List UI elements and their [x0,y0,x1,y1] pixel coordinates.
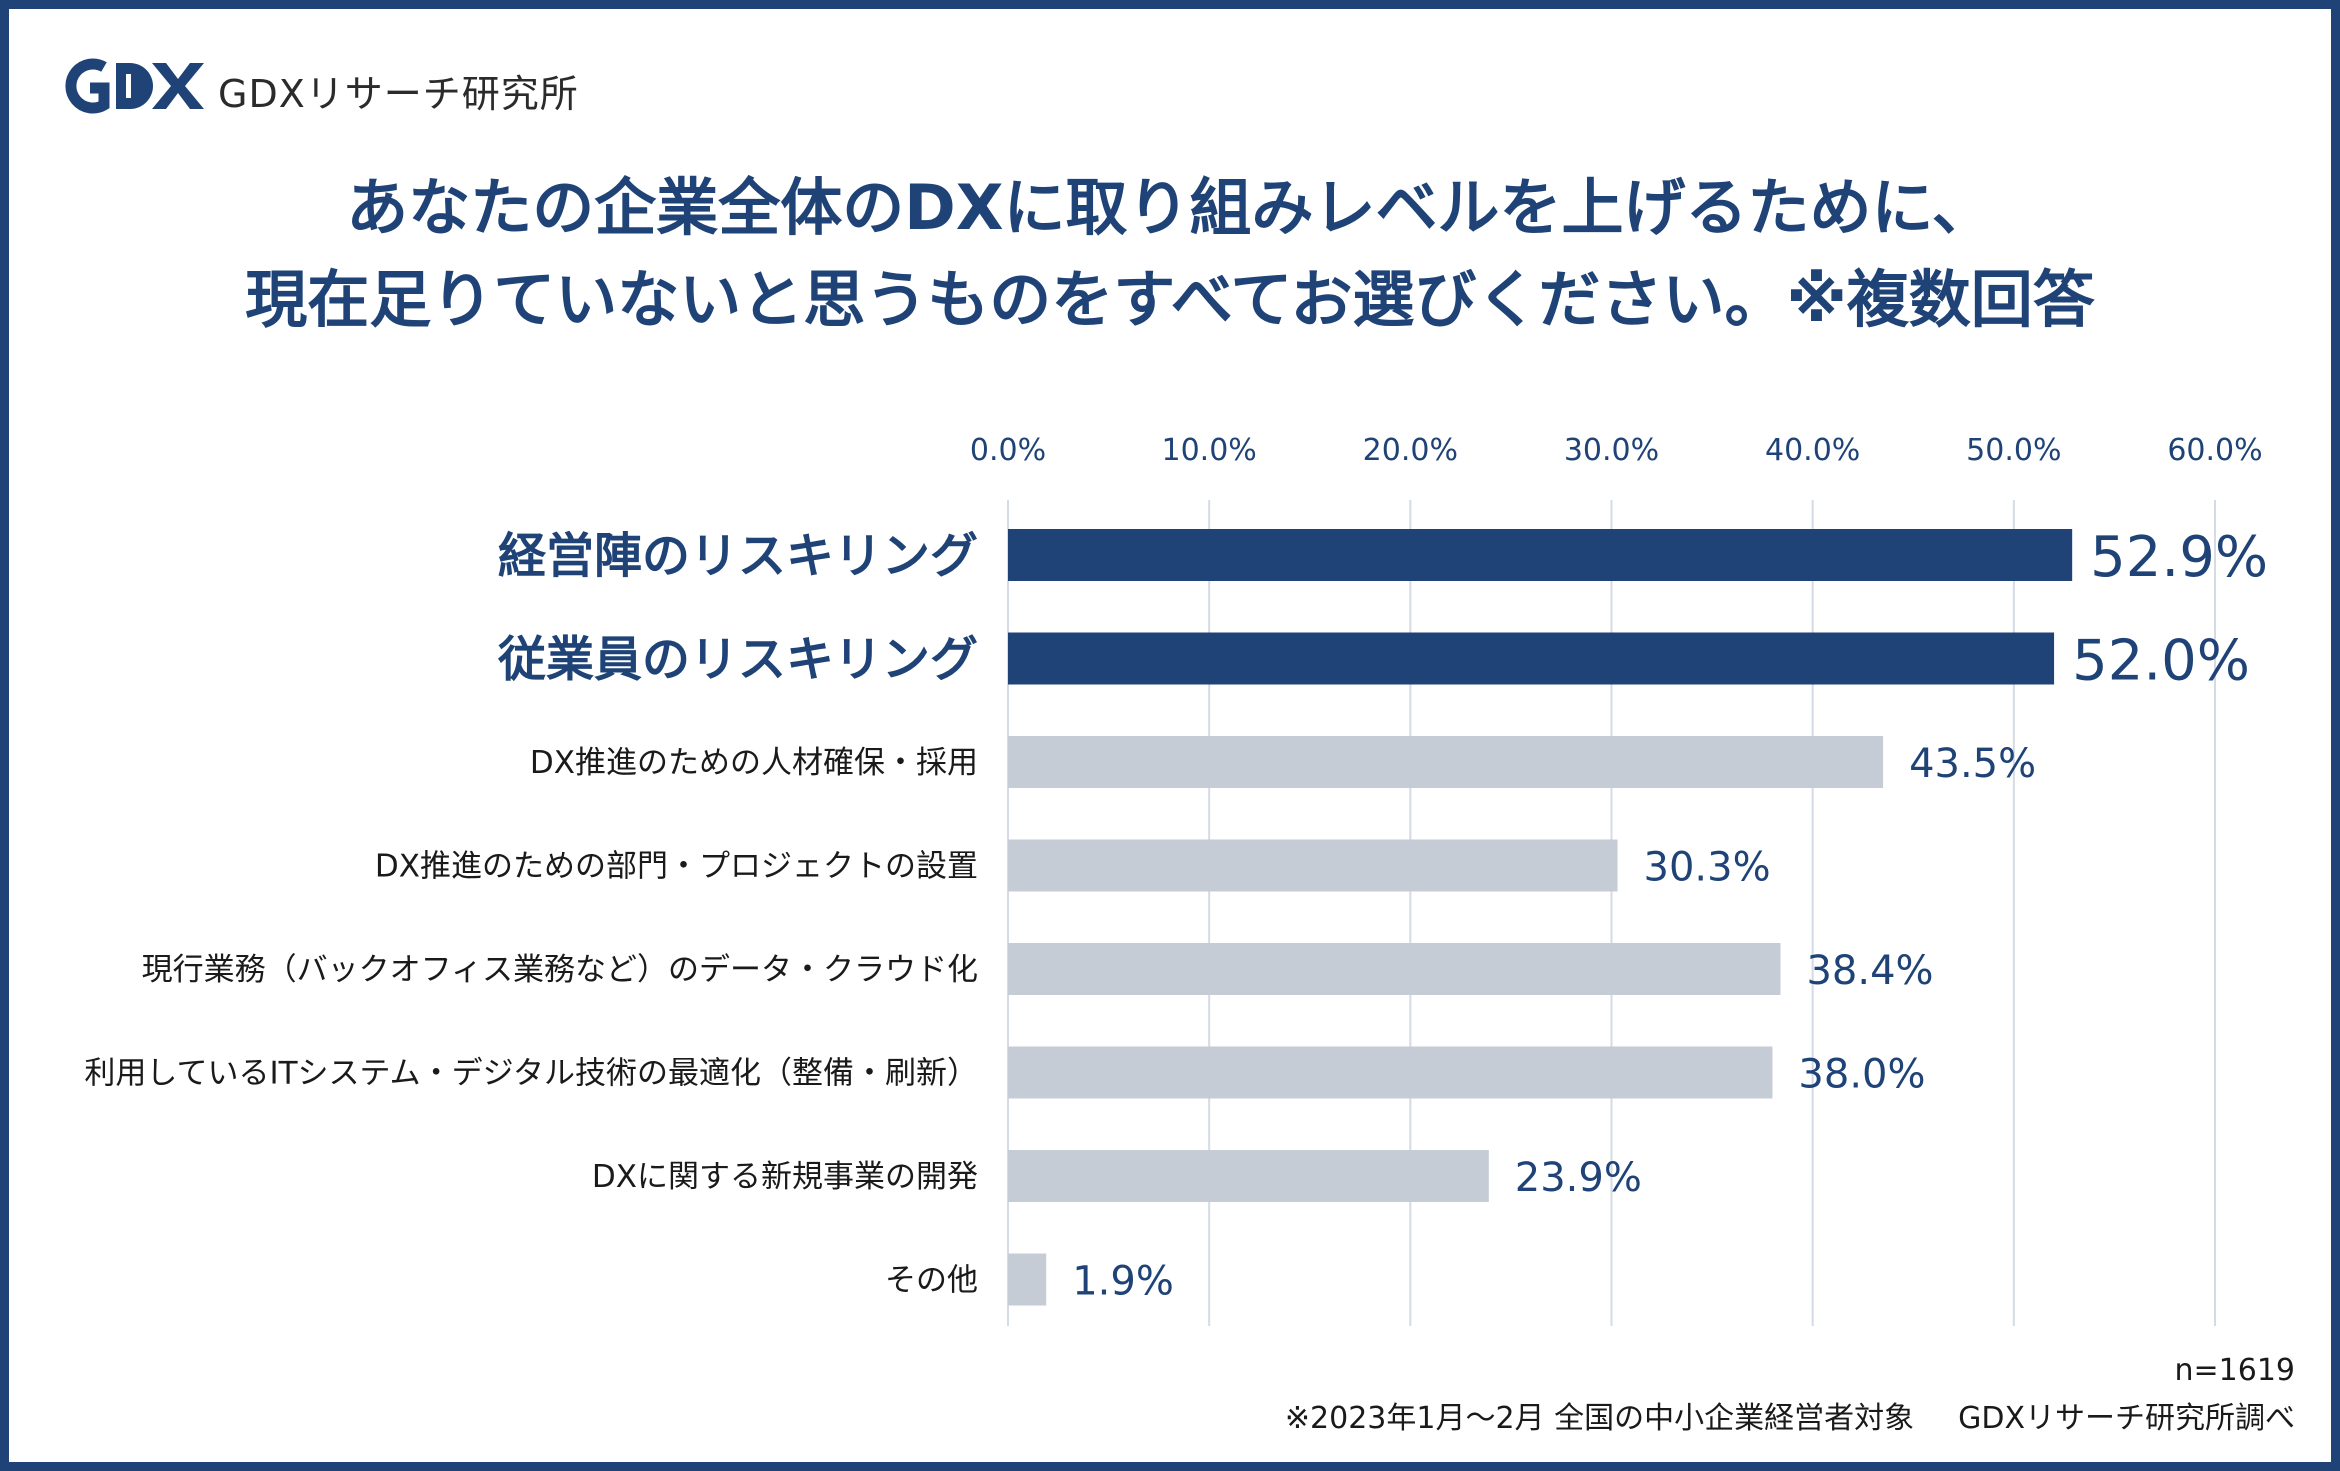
bar [1008,839,1618,892]
x-tick-label: 50.0% [1966,433,2061,468]
data-label: 43.5% [1909,741,2036,787]
title-line-2: 現在足りていないと思うものをすべてお選びください。※複数回答 [245,263,2095,336]
data-label: 38.4% [1806,948,1933,994]
bar [1008,529,2073,581]
category-label: 利用しているITシステム・デジタル技術の最適化（整備・刷新） [84,1056,978,1092]
category-label: DX推進のための部門・プロジェクトの設置 [375,849,978,885]
brand-name: GDXリサーチ研究所 [218,72,579,116]
bar [1008,632,2055,685]
x-tick-label: 10.0% [1162,433,1257,468]
x-tick-label: 60.0% [2167,433,2262,468]
data-label: 23.9% [1515,1155,1642,1201]
data-label: 52.9% [2090,525,2268,590]
category-label: DXに関する新規事業の開発 [592,1159,978,1195]
source-credit: GDXリサーチ研究所調べ [1958,1401,2295,1436]
survey-period: ※2023年1月〜2月 全国の中小企業経営者対象 [1284,1401,1915,1436]
category-label: 従業員のリスキリング [497,632,978,688]
category-label: DX推進のための人材確保・採用 [530,745,978,781]
bar [1008,1046,1773,1099]
x-tick-label: 20.0% [1363,433,1458,468]
bar [1008,736,1884,788]
bar [1008,1150,1489,1202]
gdx-logo-mark [65,58,204,114]
title-line-1: あなたの企業全体のDXに取り組みレベルを上げるために、 [346,171,1994,244]
x-tick-label: 30.0% [1564,433,1659,468]
chart-title: あなたの企業全体のDXに取り組みレベルを上げるために、 現在足りていないと思うも… [0,162,2340,346]
category-label: 経営陣のリスキリング [498,528,978,584]
data-label: 30.3% [1644,845,1771,891]
category-label: その他 [885,1263,978,1299]
sample-size: n=1619 [2174,1353,2296,1388]
data-label: 1.9% [1072,1259,1174,1305]
survey-note: ※2023年1月〜2月 全国の中小企業経営者対象 GDXリサーチ研究所調べ [1285,1395,2295,1443]
bar [1008,1253,1047,1306]
x-tick-label: 40.0% [1765,433,1860,468]
chart-footer: n=1619 ※2023年1月〜2月 全国の中小企業経営者対象 GDXリサーチ研究… [1285,1347,2295,1443]
bar [1008,943,1781,995]
data-label: 52.0% [2072,629,2250,694]
x-tick-label: 0.0% [970,433,1046,468]
category-label: 現行業務（バックオフィス業務など）のデータ・クラウド化 [142,952,978,988]
data-label: 38.0% [1798,1052,1925,1098]
